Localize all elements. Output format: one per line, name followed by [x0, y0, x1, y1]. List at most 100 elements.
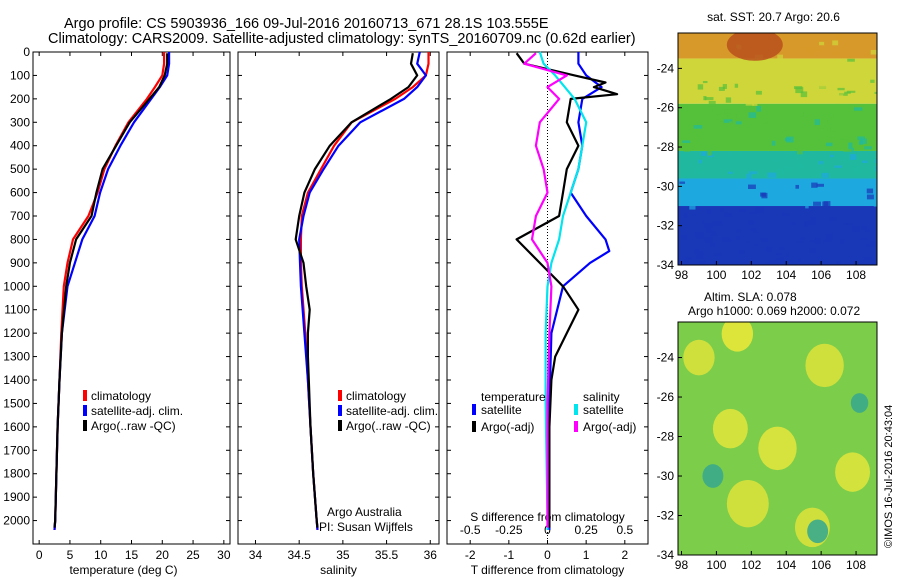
sst-texture — [808, 263, 813, 265]
x-tick-label: 35.5 — [375, 548, 399, 562]
sst-texture — [748, 112, 757, 118]
x-tick-label: 34.5 — [287, 548, 311, 562]
sst-texture — [684, 257, 689, 263]
x-tick-label: 98 — [675, 268, 689, 282]
sla-anomaly — [702, 464, 724, 488]
y-tick-label: -34 — [657, 258, 675, 272]
sst-texture — [797, 258, 802, 262]
y-tick-label: 1500 — [3, 396, 30, 410]
sst-texture — [795, 184, 800, 189]
y-tick-label: -30 — [657, 179, 675, 193]
sla-anomaly — [683, 339, 715, 376]
sst-texture — [810, 216, 817, 222]
sst-texture — [721, 237, 731, 243]
sst-texture — [755, 90, 762, 95]
x-tick-label: 10 — [94, 548, 108, 562]
sla-map: 98 100 102 104 106 108 -24 -26 -28 -30 -32 -34 Altim… — [657, 290, 878, 572]
salinity-chart: 34 34.5 35 35.5 36 salinity climatologysatelli… — [237, 51, 440, 577]
sst-texture — [714, 252, 719, 256]
sst-texture — [684, 213, 688, 218]
x-tick-label: 0 — [36, 548, 43, 562]
legend-label: satellite-adj. clim. — [91, 404, 183, 418]
sst-texture — [782, 39, 786, 43]
sst-texture — [756, 72, 762, 77]
sst-texture — [806, 47, 813, 53]
sst-texture — [866, 194, 874, 200]
map-frame — [677, 32, 878, 266]
sst-texture — [825, 234, 834, 240]
sst-texture — [777, 54, 784, 61]
sst-texture — [850, 164, 854, 168]
y-tick-label: 500 — [10, 162, 30, 176]
sst-texture — [692, 213, 699, 216]
sst-texture — [767, 93, 777, 99]
plot-frame — [237, 51, 440, 545]
y-tick-label: 600 — [10, 186, 30, 200]
x-tick-label: 106 — [811, 558, 831, 572]
sst-texture — [678, 153, 686, 157]
sst-texture — [710, 243, 716, 248]
sst-texture — [748, 171, 758, 175]
x-tick-label: 108 — [846, 558, 866, 572]
sst-texture — [753, 244, 759, 247]
sst-texture — [804, 221, 809, 227]
legend-swatch — [472, 421, 476, 432]
sst-band — [678, 206, 877, 265]
y-tick-label: -34 — [657, 548, 675, 562]
sst-texture — [788, 133, 795, 139]
x-tick-label: 100 — [706, 268, 726, 282]
sst-texture — [788, 259, 794, 263]
y-tick-label: 1800 — [3, 467, 30, 481]
sst-texture — [822, 169, 828, 173]
x-tick-label: 25 — [186, 548, 200, 562]
sst-texture — [860, 138, 867, 144]
sst-texture — [707, 154, 714, 158]
sst-texture — [726, 78, 732, 82]
sst-texture — [679, 181, 686, 184]
y-tick-label: 0 — [23, 45, 30, 59]
sst-texture — [875, 159, 877, 164]
x-tick-label: 34 — [249, 548, 263, 562]
sst-texture — [804, 92, 812, 95]
sst-texture — [734, 83, 739, 88]
sst-texture — [798, 111, 804, 117]
sst-texture — [835, 261, 842, 265]
annotation-line: Argo Australia — [327, 505, 402, 519]
sst-texture — [847, 58, 855, 62]
sst-texture — [723, 212, 733, 217]
y-tick-label: -28 — [657, 140, 675, 154]
sst-texture — [750, 122, 756, 125]
y-tick-label: 1000 — [3, 279, 30, 293]
sst-texture — [774, 158, 782, 162]
sst-texture — [821, 172, 829, 178]
y-tick-label: 800 — [10, 232, 30, 246]
x-tick-label: 20 — [156, 548, 170, 562]
sst-texture — [818, 128, 824, 132]
sst-texture — [822, 201, 829, 208]
x-axis-label: salinity — [320, 563, 357, 577]
sst-texture — [835, 100, 842, 104]
sst-texture — [829, 113, 834, 118]
sst-texture — [727, 152, 732, 158]
sst-texture — [866, 78, 870, 82]
sst-texture — [708, 100, 716, 107]
sst-texture — [854, 168, 862, 174]
y-tick-label: 1300 — [3, 350, 30, 364]
sst-texture — [727, 114, 737, 119]
sst-texture — [818, 161, 824, 165]
sst-texture — [739, 122, 747, 126]
map-field — [678, 33, 877, 265]
sst-texture — [825, 92, 830, 97]
s-tick-label: 0.5 — [616, 523, 633, 537]
sst-texture — [747, 219, 754, 226]
sst-texture — [857, 136, 865, 140]
sst-texture — [769, 64, 776, 68]
sst-texture — [695, 194, 703, 201]
sst-texture — [711, 230, 716, 235]
sst-texture — [754, 81, 763, 86]
difference-chart: -2 -1 0 1 2-0.5 -0.25 0 0.25 0.5S difference fro… — [446, 51, 649, 577]
x-tick-label: 15 — [125, 548, 139, 562]
sst-texture — [775, 134, 781, 139]
sst-texture — [778, 246, 786, 251]
legend-label: climatology — [91, 389, 151, 403]
